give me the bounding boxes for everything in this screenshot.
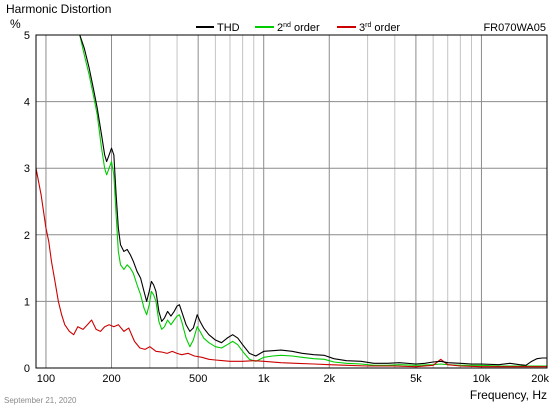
legend-label-3rd: 3rd order: [359, 22, 400, 34]
legend: THD 2nd order 3rd order: [196, 22, 400, 34]
plot-frame: [35, 34, 548, 369]
y-tick-label: 3: [24, 163, 30, 175]
series-line-thd: [79, 34, 547, 366]
x-tick-label: 20k: [531, 373, 549, 385]
series-lines: [35, 34, 547, 368]
y-tick-label: 4: [24, 97, 30, 109]
model-label: FR070WA05: [483, 22, 546, 34]
y-axis-label: %: [10, 17, 21, 31]
x-tick-label: 1k: [258, 373, 270, 385]
grid: [36, 35, 547, 368]
x-tick-labels: 100 200 500 1k 2k 5k 10k 20k: [37, 373, 550, 385]
x-axis-label: Frequency, Hz: [470, 388, 547, 402]
y-tick-label: 1: [24, 296, 30, 308]
legend-label-2nd: 2nd order: [277, 22, 320, 34]
x-tick-label: 10k: [473, 373, 491, 385]
x-tick-label: 100: [37, 373, 55, 385]
date-stamp: September 21, 2020: [4, 396, 77, 405]
series-line-3rd-order: [35, 168, 547, 368]
x-tick-label: 200: [102, 373, 120, 385]
x-tick-label: 5k: [410, 373, 422, 385]
chart-title: Harmonic Distortion: [6, 2, 111, 16]
y-tick-labels: 0 1 2 3 4 5: [24, 30, 30, 375]
x-tick-label: 500: [189, 373, 207, 385]
y-tick-label: 0: [24, 363, 30, 375]
legend-label-thd: THD: [217, 22, 240, 34]
y-tick-label: 5: [24, 30, 30, 42]
series-line-2nd-order: [79, 34, 547, 367]
y-tick-label: 2: [24, 230, 30, 242]
x-tick-label: 2k: [323, 373, 335, 385]
